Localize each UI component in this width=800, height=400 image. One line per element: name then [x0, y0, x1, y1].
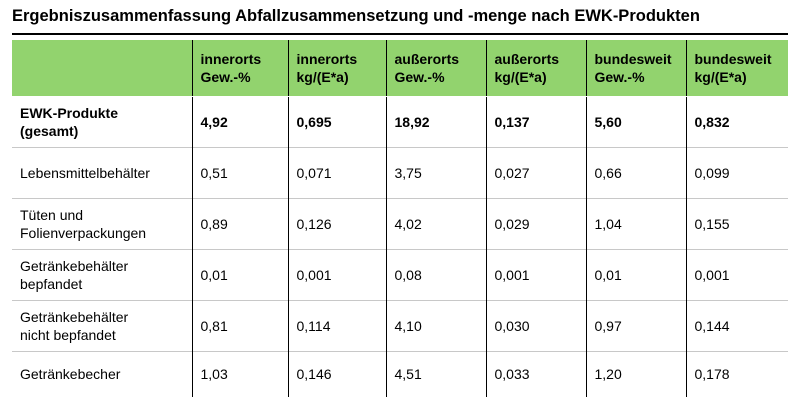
table-cell: 0,81	[191, 300, 288, 351]
table-cell: 0,51	[191, 147, 288, 198]
header-bundesweit-gew: bundesweit Gew.-%	[585, 40, 686, 97]
table-cell: 18,92	[385, 96, 486, 147]
table-cell: 0,08	[385, 249, 486, 300]
table-row-tueten: Tüten und Folienverpackungen 0,89 0,126 …	[12, 198, 788, 249]
header-line: innerorts	[296, 50, 358, 67]
table-cell: 0,114	[287, 300, 386, 351]
table-cell: 0,89	[191, 198, 288, 249]
table-row-getraenkebecher: Getränkebecher 1,03 0,146 4,51 0,033 1,2…	[12, 351, 788, 397]
row-label: Getränkebehälter nicht bepfandet	[12, 300, 192, 351]
table-row-lebensmittelbehaelter: Lebensmittelbehälter 0,51 0,071 3,75 0,0…	[12, 147, 788, 198]
table-cell: 3,75	[385, 147, 486, 198]
table-cell: 0,001	[485, 249, 586, 300]
table-cell: 0,137	[485, 96, 586, 147]
row-label-line: Getränkebehälter	[20, 257, 129, 274]
table-cell: 4,92	[191, 96, 288, 147]
table-cell: 0,001	[287, 249, 386, 300]
page-title: Ergebniszusammenfassung Abfallzusammense…	[12, 7, 700, 25]
table-cell: 0,155	[685, 198, 788, 249]
header-line: bundesweit	[594, 50, 672, 67]
table-row-ewk-gesamt: EWK-Produkte (gesamt) 4,92 0,695 18,92 0…	[12, 96, 788, 147]
header-line: innerorts	[200, 50, 262, 67]
table-cell: 0,832	[685, 96, 788, 147]
table-header-row: innerorts Gew.-% innerorts kg/(E*a) auße…	[12, 40, 788, 97]
table-row-getraenkebehaelter-bepfandet: Getränkebehälter bepfandet 0,01 0,001 0,…	[12, 249, 788, 300]
header-innerorts-kg: innerorts kg/(E*a)	[287, 40, 386, 97]
row-label: Getränkebecher	[12, 351, 192, 397]
table-cell: 0,144	[685, 300, 788, 351]
header-innerorts-gew: innerorts Gew.-%	[191, 40, 288, 97]
table-cell: 0,001	[685, 249, 788, 300]
row-label-line: Getränkebecher	[20, 366, 121, 383]
row-label-line: Getränkebehälter	[20, 308, 129, 325]
table-cell: 0,01	[585, 249, 686, 300]
table-cell: 4,02	[385, 198, 486, 249]
table-cell: 0,029	[485, 198, 586, 249]
table-cell: 0,97	[585, 300, 686, 351]
header-line: außerorts	[394, 50, 460, 67]
results-table: innerorts Gew.-% innerorts kg/(E*a) auße…	[12, 40, 788, 397]
table-cell: 0,695	[287, 96, 386, 147]
row-label: Lebensmittelbehälter	[12, 147, 192, 198]
table-cell: 1,20	[585, 351, 686, 397]
table-cell: 1,04	[585, 198, 686, 249]
header-line: Gew.-%	[200, 68, 251, 85]
header-line: Gew.-%	[594, 68, 645, 85]
table-cell: 4,51	[385, 351, 486, 397]
header-line: kg/(E*a)	[694, 68, 747, 85]
header-line: kg/(E*a)	[494, 68, 547, 85]
header-line: kg/(E*a)	[296, 68, 349, 85]
table-cell: 0,126	[287, 198, 386, 249]
table-cell: 0,178	[685, 351, 788, 397]
row-label-line: Tüten und	[20, 206, 84, 223]
row-label-line: nicht bepfandet	[20, 326, 116, 343]
title-divider	[12, 33, 788, 35]
table-cell: 0,030	[485, 300, 586, 351]
row-label-line: Folienverpackungen	[20, 224, 147, 241]
header-line: Gew.-%	[394, 68, 445, 85]
row-label-line: Lebensmittelbehälter	[20, 164, 150, 181]
row-label: Getränkebehälter bepfandet	[12, 249, 192, 300]
row-label-line: EWK-Produkte	[20, 104, 118, 121]
header-line: bundesweit	[694, 50, 772, 67]
table-cell: 0,01	[191, 249, 288, 300]
table-cell: 0,146	[287, 351, 386, 397]
table-cell: 0,071	[287, 147, 386, 198]
header-cell-empty	[12, 40, 192, 97]
table-cell: 0,027	[485, 147, 586, 198]
table-cell: 4,10	[385, 300, 486, 351]
table-cell: 1,03	[191, 351, 288, 397]
table-cell: 5,60	[585, 96, 686, 147]
row-label: Tüten und Folienverpackungen	[12, 198, 192, 249]
table-cell: 0,099	[685, 147, 788, 198]
row-label: EWK-Produkte (gesamt)	[12, 96, 192, 147]
table-cell: 0,033	[485, 351, 586, 397]
table-cell: 0,66	[585, 147, 686, 198]
row-label-line: bepfandet	[20, 275, 83, 292]
row-label-line: (gesamt)	[20, 122, 79, 139]
table-row-getraenkebehaelter-nicht-bepfandet: Getränkebehälter nicht bepfandet 0,81 0,…	[12, 300, 788, 351]
header-ausserorts-gew: außerorts Gew.-%	[385, 40, 486, 97]
header-line: außerorts	[494, 50, 560, 67]
header-ausserorts-kg: außerorts kg/(E*a)	[485, 40, 586, 97]
header-bundesweit-kg: bundesweit kg/(E*a)	[685, 40, 788, 97]
